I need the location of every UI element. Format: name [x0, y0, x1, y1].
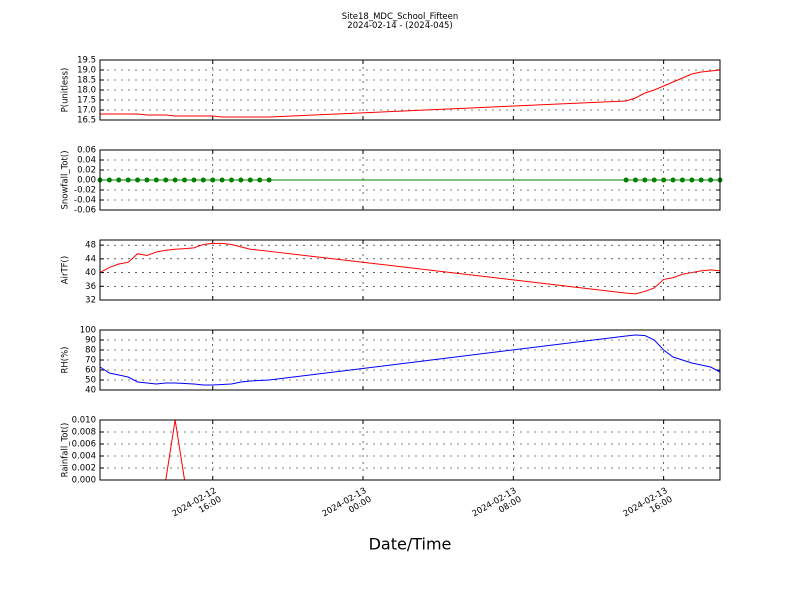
y-tick-label: -0.06: [74, 206, 96, 216]
data-marker: [238, 177, 244, 183]
data-marker: [144, 177, 150, 183]
plot-frame: [99, 59, 721, 121]
y-tick-label: 0.04: [77, 156, 96, 166]
data-marker: [642, 177, 648, 183]
y-tick-label: 0.006: [72, 440, 96, 450]
data-marker: [651, 177, 657, 183]
chart-title: Site18_MDC_School_Fifteen: [341, 12, 459, 22]
y-tick-label: 0.008: [72, 428, 96, 438]
data-marker: [229, 177, 235, 183]
y-tick-label: 0.000: [72, 476, 96, 486]
data-marker: [182, 177, 188, 183]
y-tick-label: 100: [80, 326, 96, 336]
y-tick-label: 90: [85, 336, 96, 346]
data-marker: [135, 177, 141, 183]
plot-frame: [99, 329, 721, 391]
y-axis-label: RH(%): [61, 346, 71, 373]
y-tick-label: 48: [85, 241, 96, 251]
x-axis-label: Date/Time: [369, 535, 452, 554]
data-marker: [247, 177, 253, 183]
data-marker: [163, 177, 169, 183]
y-tick-label: 0.002: [72, 464, 96, 474]
data-marker: [153, 177, 159, 183]
y-tick-label: -0.02: [74, 186, 96, 196]
y-tick-label: 0.004: [72, 452, 96, 462]
chart-subtitle: 2024-02-14 - (2024-045): [347, 21, 453, 31]
y-tick-label: 40: [85, 268, 96, 278]
y-axis-label: Snowfall_Tot(): [61, 150, 71, 209]
y-tick-label: 0.06: [77, 146, 96, 156]
data-marker: [679, 177, 685, 183]
data-marker: [257, 177, 263, 183]
data-line: [99, 242, 721, 295]
data-line: [100, 69, 721, 118]
y-tick-label: 36: [85, 282, 96, 292]
plot-frame: [99, 239, 721, 301]
data-marker: [632, 177, 638, 183]
y-tick-label: 70: [85, 356, 96, 366]
data-marker: [698, 177, 704, 183]
y-tick-label: 17.0: [77, 106, 96, 116]
data-marker: [219, 177, 225, 183]
data-marker: [125, 177, 131, 183]
data-line: [100, 419, 720, 481]
y-tick-label: 50: [85, 376, 96, 386]
data-marker: [210, 177, 216, 183]
data-marker: [266, 177, 272, 183]
y-tick-label: 17.5: [77, 96, 96, 106]
data-marker: [200, 177, 206, 183]
y-axis-label: AirTF(): [61, 256, 71, 284]
y-tick-label: 40: [85, 386, 96, 396]
y-tick-label: 80: [85, 346, 96, 356]
y-tick-label: 19.5: [77, 56, 96, 66]
y-tick-label: 16.5: [77, 116, 96, 126]
y-tick-label: 0.02: [77, 166, 96, 176]
y-tick-label: 19.0: [77, 66, 96, 76]
y-axis-label: P(unitless): [61, 68, 71, 113]
data-marker: [689, 177, 695, 183]
y-tick-label: 0.010: [72, 416, 96, 426]
y-tick-label: 18.5: [77, 76, 96, 86]
y-tick-label: 0.00: [77, 176, 96, 186]
y-tick-label: 32: [85, 296, 96, 306]
plot-frame: [99, 149, 721, 211]
data-marker: [116, 177, 122, 183]
y-tick-label: 18.0: [77, 86, 96, 96]
data-marker: [106, 177, 112, 183]
data-line: [99, 334, 721, 386]
data-marker: [623, 177, 629, 183]
data-marker: [661, 177, 667, 183]
y-tick-label: -0.04: [74, 196, 96, 206]
data-marker: [708, 177, 714, 183]
y-tick-label: 60: [85, 366, 96, 376]
y-tick-label: 44: [85, 254, 96, 264]
data-marker: [172, 177, 178, 183]
data-marker: [670, 177, 676, 183]
y-axis-label: Rainfall_Tot(): [61, 423, 71, 478]
data-marker: [191, 177, 197, 183]
plot-frame: [99, 419, 721, 481]
